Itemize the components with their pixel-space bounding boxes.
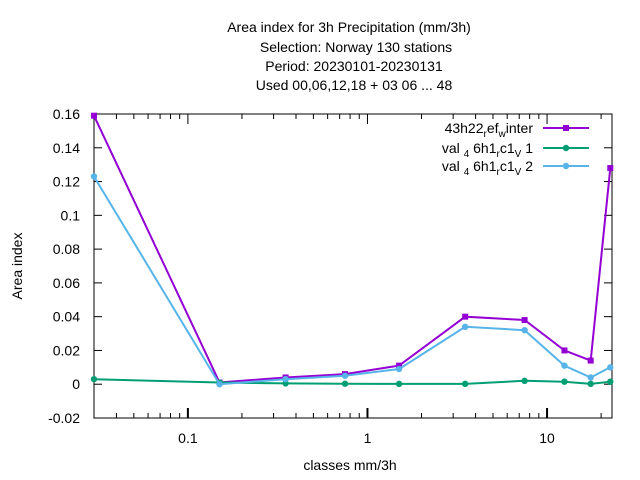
y-tick-label: 0 <box>72 376 80 392</box>
series-line-3 <box>93 175 611 386</box>
series-1-point <box>587 357 594 364</box>
title-line-1: Area index for 3h Precipitation (mm/3h) <box>227 19 471 35</box>
series-2-point <box>461 380 469 388</box>
y-tick-label: 0.12 <box>53 174 80 190</box>
series-3-point <box>461 323 469 330</box>
series-1-point <box>607 165 614 172</box>
series-line-1 <box>93 115 612 384</box>
plot-frame <box>93 113 613 419</box>
title-line-2: Selection: Norway 130 stations <box>260 39 452 55</box>
series-line-2 <box>93 378 611 385</box>
series-2-point <box>607 378 614 385</box>
legend-marker-1 <box>563 125 569 131</box>
series-3-point <box>607 364 614 371</box>
axes: -0.02 0 0.02 0.04 0.06 0.08 0.1 0.12 0.14 0.16 0.1… <box>48 106 613 446</box>
legend-marker-3 <box>562 162 570 170</box>
y-tick-label: 0.02 <box>53 342 80 358</box>
x-tick-label: 0.1 <box>178 430 198 446</box>
legend-label-2: val 4 6h1rc1V 1 <box>442 140 533 160</box>
legend-label-1: 43h22refwinter <box>445 120 534 140</box>
series-1-point <box>462 313 469 320</box>
series-1-point <box>91 112 97 119</box>
y-tick-label: 0.06 <box>53 275 80 291</box>
y-tick-label: 0.14 <box>53 140 80 156</box>
x-tick-label: 10 <box>539 430 555 446</box>
series-3-point <box>282 375 289 383</box>
series-1-point <box>561 347 568 354</box>
series-2-point <box>521 377 528 385</box>
y-axis-label: Area index <box>9 233 25 300</box>
series-2-point <box>90 375 98 383</box>
series-3-point <box>521 326 528 334</box>
chart-title: Area index for 3h Precipitation (mm/3h) … <box>227 19 471 93</box>
series-3-point <box>341 372 349 379</box>
series-3-point <box>587 374 594 381</box>
series-2-point <box>561 378 568 385</box>
data-series <box>90 112 614 388</box>
legend-marker-2 <box>562 144 570 152</box>
series-1-point <box>396 362 403 369</box>
series-2-point <box>587 380 594 388</box>
title-line-3: Period: 20230101-20230131 <box>265 58 443 74</box>
legend-label-3: val 4 6h1rc1V 2 <box>442 158 533 178</box>
y-tick-label: 0.16 <box>53 106 80 122</box>
series-2-point <box>395 380 403 388</box>
series-2-point <box>341 380 349 387</box>
series-3-point <box>216 381 223 388</box>
x-tick-label: 1 <box>364 430 372 446</box>
y-tick-label: 0.1 <box>61 207 81 223</box>
y-tick-label: -0.02 <box>48 410 80 426</box>
y-tick-label: 0.08 <box>53 241 80 257</box>
series-1-point <box>521 317 528 324</box>
series-3-point <box>90 173 98 180</box>
series-3-point <box>561 362 568 369</box>
y-tick-label: 0.04 <box>53 309 80 325</box>
title-line-4: Used 00,06,12,18 + 03 06 ... 48 <box>256 77 453 93</box>
series-3-point <box>395 365 403 373</box>
x-axis-label: classes mm/3h <box>303 457 396 473</box>
